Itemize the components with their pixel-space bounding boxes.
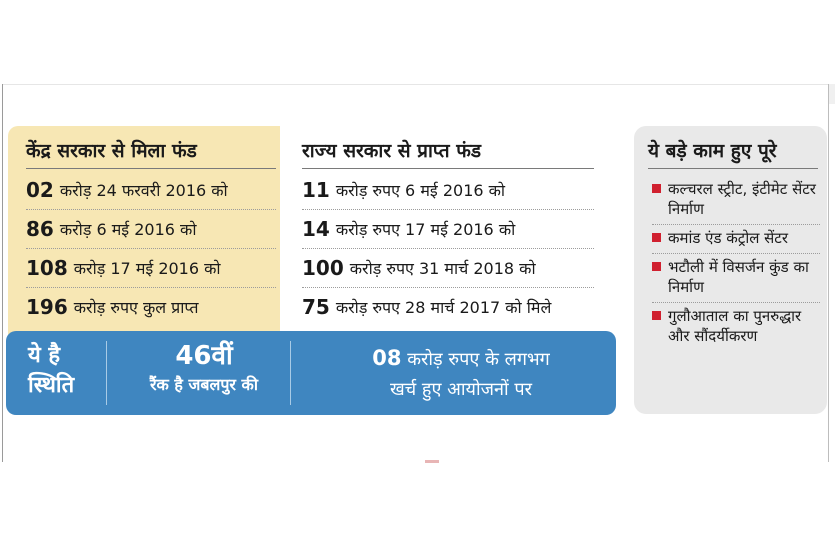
list-item: भटौली में विसर्जन कुंड का निर्माण — [652, 254, 820, 303]
central-fund-amount: 02 — [26, 178, 54, 202]
status-label: ये है स्थिति — [28, 341, 74, 401]
corner-mark — [829, 84, 835, 104]
state-fund-text: करोड़ रुपए 17 मई 2016 को — [335, 220, 516, 239]
central-fund-column: केंद्र सरकार से मिला फंड 02 करोड़ 24 फरवर… — [26, 138, 276, 326]
completed-works-panel — [634, 126, 827, 414]
status-label-line2: स्थिति — [28, 373, 75, 398]
central-fund-row: 86 करोड़ 6 मई 2016 को — [26, 210, 276, 249]
central-fund-amount: 196 — [26, 295, 68, 319]
state-fund-row: 14 करोड़ रुपए 17 मई 2016 को — [302, 210, 594, 249]
central-fund-text: करोड़ 24 फरवरी 2016 को — [59, 181, 228, 200]
spent-line1: करोड़ रुपए के लगभग — [407, 349, 550, 370]
central-fund-row: 108 करोड़ 17 मई 2016 को — [26, 249, 276, 288]
frame-right-line — [828, 84, 829, 462]
status-label-line1: ये है — [28, 343, 61, 368]
rank-number: 46वीं — [175, 341, 233, 371]
state-fund-panel — [280, 126, 614, 338]
state-fund-row: 100 करोड़ रुपए 31 मार्च 2018 को — [302, 249, 594, 288]
status-bar: ये है स्थिति 46वीं रैंक है जबलपुर की 08 … — [6, 331, 616, 415]
state-fund-column: राज्य सरकार से प्राप्त फंड 11 करोड़ रुपए … — [302, 138, 594, 326]
status-divider — [290, 341, 291, 405]
status-divider — [106, 341, 107, 405]
central-fund-row: 196 करोड़ रुपए कुल प्राप्त — [26, 288, 276, 326]
bullet-square-icon — [652, 262, 661, 271]
state-fund-text: करोड़ रुपए 31 मार्च 2018 को — [349, 259, 536, 278]
work-text: भटौली में विसर्जन कुंड का निर्माण — [668, 258, 809, 296]
work-text: कल्चरल स्ट्रीट, इंटीमेट सेंटर निर्माण — [668, 180, 816, 218]
state-fund-title: राज्य सरकार से प्राप्त फंड — [302, 138, 594, 169]
list-item: गुलौआताल का पुनरुद्धार और सौंदर्यीकरण — [652, 303, 820, 351]
state-fund-row: 11 करोड़ रुपए 6 मई 2016 को — [302, 171, 594, 210]
central-fund-amount: 108 — [26, 256, 68, 280]
central-fund-amount: 86 — [26, 217, 54, 241]
list-item: कल्चरल स्ट्रीट, इंटीमेट सेंटर निर्माण — [652, 176, 820, 225]
central-fund-panel — [8, 126, 280, 338]
spent-amount: 08 — [372, 346, 402, 370]
frame-left-line — [2, 84, 3, 462]
bullet-square-icon — [652, 311, 661, 320]
central-fund-text: करोड़ 6 मई 2016 को — [59, 220, 197, 239]
spent-line1-wrap: 08 करोड़ रुपए के लगभग — [306, 343, 616, 375]
decorative-mark — [425, 460, 439, 463]
frame-top-line — [2, 84, 833, 85]
spent-line2: खर्च हुए आयोजनों पर — [390, 379, 532, 400]
state-fund-amount: 75 — [302, 295, 330, 319]
rank-block: 46वीं रैंक है जबलपुर की — [114, 339, 294, 397]
list-item: कमांड एंड कंट्रोल सेंटर — [652, 225, 820, 254]
central-fund-row: 02 करोड़ 24 फरवरी 2016 को — [26, 171, 276, 210]
state-fund-amount: 14 — [302, 217, 330, 241]
state-fund-amount: 100 — [302, 256, 344, 280]
bullet-square-icon — [652, 184, 661, 193]
state-fund-text: करोड़ रुपए 6 मई 2016 को — [335, 181, 506, 200]
works-list: कल्चरल स्ट्रीट, इंटीमेट सेंटर निर्माण कम… — [652, 176, 820, 351]
bullet-square-icon — [652, 233, 661, 242]
central-fund-text: करोड़ रुपए कुल प्राप्त — [73, 298, 199, 317]
work-text: गुलौआताल का पुनरुद्धार और सौंदर्यीकरण — [668, 307, 802, 345]
state-fund-amount: 11 — [302, 178, 330, 202]
works-title: ये बड़े काम हुए पूरे — [648, 138, 818, 169]
state-fund-text: करोड़ रुपए 28 मार्च 2017 को मिले — [335, 298, 552, 317]
central-fund-text: करोड़ 17 मई 2016 को — [73, 259, 221, 278]
rank-text: रैंक है जबलपुर की — [150, 375, 258, 394]
state-fund-row: 75 करोड़ रुपए 28 मार्च 2017 को मिले — [302, 288, 594, 326]
work-text: कमांड एंड कंट्रोल सेंटर — [668, 229, 788, 247]
spent-block: 08 करोड़ रुपए के लगभग खर्च हुए आयोजनों प… — [306, 343, 616, 405]
central-fund-title: केंद्र सरकार से मिला फंड — [26, 138, 276, 169]
